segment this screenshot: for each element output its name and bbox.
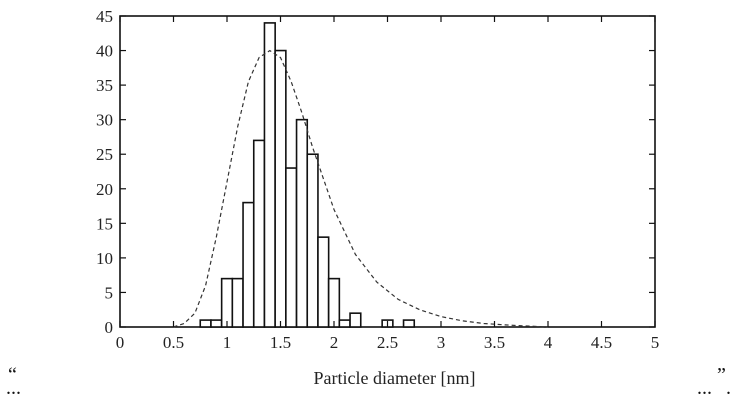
histogram-bar-8 — [285, 167, 298, 328]
y-tick-label-8: 40 — [96, 42, 113, 61]
histogram-bar-14 — [349, 312, 362, 328]
histogram-bar-1 — [210, 319, 223, 328]
x-tick-label-8: 4 — [544, 333, 553, 352]
x-tick-label-5: 2.5 — [377, 333, 398, 352]
x-tick-label-9: 4.5 — [591, 333, 612, 352]
x-tick-label-7: 3.5 — [484, 333, 505, 352]
x-tick-label-10: 5 — [651, 333, 660, 352]
x-tick-label-2: 1 — [223, 333, 232, 352]
y-tick-label-4: 20 — [96, 180, 113, 199]
histogram-bar-9 — [295, 118, 309, 328]
x-tick-label-3: 1.5 — [270, 333, 291, 352]
x-tick-label-4: 2 — [330, 333, 339, 352]
y-tick-label-7: 35 — [96, 76, 113, 95]
left-ellipsis: ... — [6, 377, 21, 399]
histogram-bar-12 — [327, 277, 341, 328]
y-tick-label-9: 45 — [96, 7, 113, 26]
histogram-bar-5 — [252, 139, 266, 328]
y-tick-label-1: 5 — [105, 283, 114, 302]
plot-frame — [119, 15, 656, 328]
x-tick-label-0: 0 — [116, 333, 125, 352]
x-tick-label-6: 3 — [437, 333, 446, 352]
histogram-bar-3 — [231, 277, 244, 328]
trailing-dot: . — [726, 377, 731, 399]
close-quote: ” — [717, 364, 726, 386]
histogram-bar-13 — [338, 319, 351, 328]
bars-layer — [199, 22, 416, 328]
y-tick-label-3: 15 — [96, 214, 113, 233]
y-tick-label-6: 30 — [96, 111, 113, 130]
x-tick-label-1: 0.5 — [163, 333, 184, 352]
histogram-bar-2 — [220, 277, 234, 328]
y-tick-label-0: 0 — [105, 318, 114, 337]
histogram-bar-0 — [199, 319, 212, 328]
histogram-bar-11 — [317, 236, 330, 328]
histogram-bar-4 — [242, 201, 255, 328]
histogram-bar-7 — [274, 49, 287, 328]
right-ellipsis: ... — [697, 377, 712, 399]
ticks-layer: 0 0.5 1 1.5 2 2.5 3 3.5 4 4.5 5 0 5 10 15 20 25 30 35 40 45 — [96, 7, 659, 352]
histogram-bar-16 — [402, 319, 416, 328]
fit-curve-dashed — [173, 49, 549, 328]
y-tick-label-5: 25 — [96, 145, 113, 164]
x-axis-label: Particle diameter [nm] — [314, 368, 476, 388]
histogram-bar-6 — [263, 22, 276, 328]
histogram-bar-10 — [306, 153, 319, 328]
open-quote: “ — [8, 364, 17, 386]
y-tick-label-2: 10 — [96, 249, 113, 268]
